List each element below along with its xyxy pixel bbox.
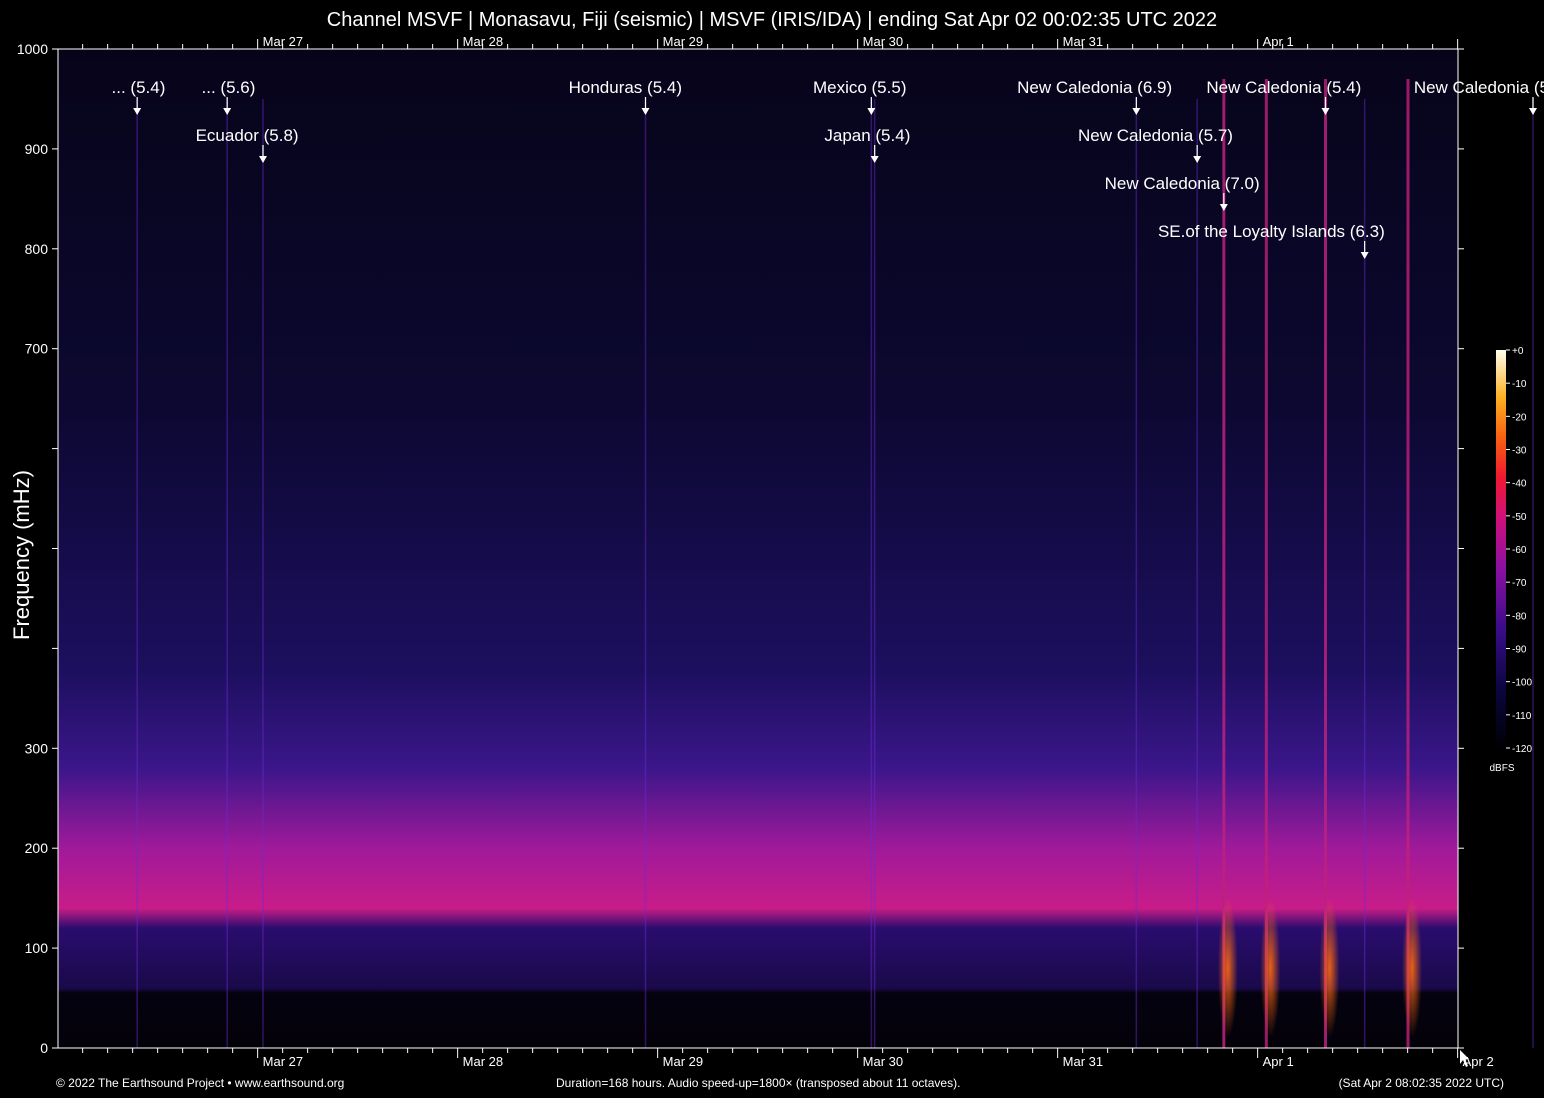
event-label: New Caledonia (7.0) — [1105, 174, 1260, 193]
event-energy-glow — [1260, 898, 1281, 1039]
event-label: New Caledonia (5.4) — [1206, 78, 1361, 97]
event-energy-glow — [1319, 898, 1340, 1039]
event-energy-glow — [1217, 898, 1238, 1039]
event-label: Mexico (5.5) — [813, 78, 907, 97]
event-label: Japan (5.4) — [824, 126, 910, 145]
chart-title: Channel MSVF | Monasavu, Fiji (seismic) … — [326, 9, 1218, 31]
event-label: SE.of the Loyalty Islands (6.3) — [1158, 222, 1385, 241]
colorbar-tick-label: -100 — [1512, 678, 1532, 689]
event-label: New Caledonia (6.9) — [1017, 78, 1172, 97]
x-tick-label: Apr 1 — [1263, 1054, 1294, 1069]
x-axis: Mar 27 Mar 27 Mar 28 Mar 28 Mar 29 Mar 29 Mar … — [82, 34, 1494, 1069]
event-streaks — [136, 78, 1534, 1048]
event-arrow-icon — [1132, 108, 1141, 115]
colorbar-tick-label: -60 — [1512, 545, 1527, 556]
y-tick-label: 100 — [25, 940, 49, 956]
colorbar-tick-label: -90 — [1512, 645, 1527, 656]
cursor-arrow-icon — [1460, 1050, 1469, 1067]
x-tick-label-top: Mar 31 — [1063, 34, 1103, 49]
colorbar: +0 -10 -20 -30 -40 -50 -60 -70 -80 -90 -100 -110 -12… — [1489, 346, 1532, 774]
event-label: ... (5.4) — [112, 78, 166, 97]
colorbar-tick-label: -10 — [1512, 379, 1527, 390]
x-tick-label-top: Apr 1 — [1263, 34, 1294, 49]
y-tick-label: 200 — [25, 840, 49, 856]
event-arrow-icon — [1219, 204, 1228, 211]
colorbar-unit: dBFS — [1489, 763, 1514, 774]
colorbar-tick-label: +0 — [1512, 346, 1524, 357]
x-tick-label: Mar 31 — [1063, 1054, 1103, 1069]
x-tick-label-top: Mar 29 — [663, 34, 703, 49]
colorbar-tick-label: -50 — [1512, 512, 1527, 523]
y-tick-label: 300 — [25, 740, 49, 756]
colorbar-tick-label: -30 — [1512, 446, 1527, 457]
event-arrow-icon — [259, 156, 267, 163]
x-tick-label-top: Mar 28 — [463, 34, 503, 49]
footer-timestamp: (Sat Apr 2 08:02:35 2022 UTC) — [1338, 1076, 1504, 1090]
event-arrow-icon — [1360, 252, 1369, 259]
event-label: ... (5.6) — [202, 78, 256, 97]
event-arrow-icon — [223, 108, 232, 115]
event-arrow-icon — [870, 156, 879, 163]
x-tick-label: Mar 27 — [263, 1054, 303, 1069]
colorbar-gradient — [1496, 350, 1506, 748]
y-tick-label: 700 — [25, 341, 49, 357]
footer-duration: Duration=168 hours. Audio speed-up=1800×… — [556, 1076, 961, 1090]
x-tick-label-top: Mar 30 — [863, 34, 903, 49]
plot-background — [58, 49, 1458, 1048]
x-tick-label: Mar 28 — [463, 1054, 503, 1069]
event-energy-glow — [1402, 898, 1422, 1039]
event-label: Honduras (5.4) — [569, 78, 682, 97]
footer-copyright: © 2022 The Earthsound Project • www.eart… — [56, 1076, 345, 1090]
x-tick-label: Apr 2 — [1463, 1054, 1494, 1069]
x-tick-label: Mar 30 — [863, 1054, 903, 1069]
colorbar-tick-label: -40 — [1512, 479, 1527, 490]
colorbar-tick-label: -80 — [1512, 611, 1527, 622]
y-tick-label: 800 — [25, 241, 49, 257]
event-label: Ecuador (5.8) — [196, 126, 299, 145]
colorbar-tick-label: -110 — [1512, 711, 1532, 722]
y-tick-label: 900 — [25, 141, 49, 157]
event-arrow-icon — [641, 108, 650, 115]
event-label: New Caledonia (5.7) — [1078, 126, 1233, 145]
y-axis: 0 100 200 300 700 800 900 1000 — [17, 41, 1464, 1056]
event-arrow-icon — [1193, 156, 1202, 163]
colorbar-tick-label: -20 — [1512, 412, 1527, 423]
event-label: New Caledonia (5.5) — [1414, 78, 1544, 97]
x-tick-label-top: Mar 27 — [263, 34, 303, 49]
event-arrow-icon — [1529, 108, 1537, 115]
x-tick-label: Mar 29 — [663, 1054, 703, 1069]
event-annotations: ... (5.4) ... (5.6) Ecuador (5.8) Honduras … — [112, 78, 1544, 259]
colorbar-tick-label: -120 — [1512, 744, 1532, 755]
event-arrow-icon — [1321, 108, 1330, 115]
event-arrow-icon — [133, 108, 142, 115]
y-tick-label: 0 — [40, 1040, 48, 1056]
y-tick-label: 1000 — [17, 41, 48, 57]
colorbar-tick-label: -70 — [1512, 578, 1527, 589]
event-arrow-icon — [867, 108, 876, 115]
